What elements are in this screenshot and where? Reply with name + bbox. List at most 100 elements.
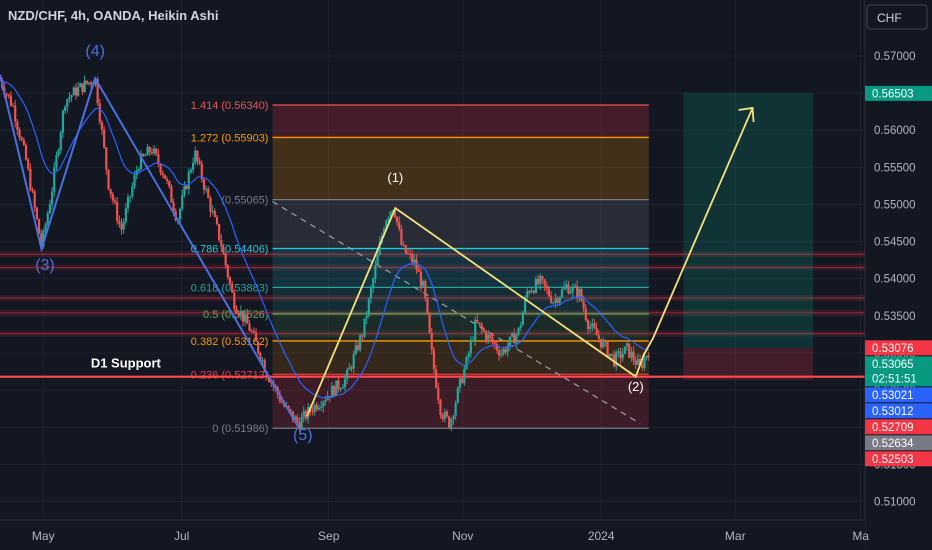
wave-label: (5) (293, 427, 313, 444)
candle-body (556, 298, 559, 303)
candle-body (502, 349, 505, 354)
candle-body (632, 351, 635, 361)
candle-body (85, 80, 88, 84)
elliott-waves[interactable]: (4) (3) (5) (1) (2) (0, 43, 755, 444)
candle-body (471, 340, 475, 342)
candle-body (213, 210, 216, 217)
fib-zone (272, 340, 649, 375)
price-tag-value: 0.56503 (872, 88, 914, 100)
candle-body (244, 314, 247, 322)
candle-body (454, 402, 457, 416)
candle-body (474, 319, 477, 341)
time-tick-label: 2024 (588, 529, 615, 543)
currency-label: CHF (877, 11, 902, 25)
candle-body (11, 105, 15, 107)
candle-body (103, 129, 106, 148)
candle-body (209, 197, 212, 212)
candle-body (363, 318, 366, 337)
candle-body (565, 284, 568, 288)
candle-body (391, 210, 394, 212)
candle-body (139, 154, 143, 170)
support-label: D1 Support (91, 356, 162, 371)
candle-body (239, 311, 242, 316)
price-axis[interactable]: 0.510000.515000.520000.525000.530000.535… (864, 0, 932, 550)
candle-body (638, 359, 642, 365)
candle-body (202, 179, 206, 190)
candle-body (337, 380, 340, 390)
candle-body (222, 247, 225, 254)
candle-body (608, 353, 611, 357)
candle-body (142, 154, 145, 156)
candle-body (534, 278, 538, 293)
candle-body (489, 334, 492, 338)
candle-body (376, 254, 379, 266)
candle-body (31, 190, 34, 192)
candle-body (98, 103, 101, 123)
candle-body (96, 79, 99, 104)
candle-body (224, 253, 227, 266)
candle-body (198, 161, 201, 164)
candle-body (450, 419, 453, 428)
candle-body (389, 211, 392, 218)
candle-body (200, 163, 203, 180)
candle-body (53, 167, 56, 192)
fib-level-label: 0.786 (0.54406) (191, 244, 269, 256)
candle-body (211, 210, 214, 212)
time-axis[interactable]: May Jul Sep Nov 2024 Mar Ma (0, 519, 869, 550)
candle-body (452, 415, 455, 420)
candle-body (393, 210, 396, 217)
candle-body (641, 364, 644, 368)
candle-body (150, 152, 153, 154)
wave-label: (4) (85, 43, 105, 60)
candle-body (298, 422, 301, 429)
projection-arrowhead (738, 106, 755, 123)
candle-body (504, 349, 507, 353)
candle-body (625, 343, 629, 347)
candle-body (72, 87, 75, 96)
candle-body (246, 314, 249, 324)
price-tag-countdown: 02:51:51 (872, 373, 917, 385)
candle-body (87, 82, 91, 84)
candle-body (183, 185, 186, 196)
long-position-tool[interactable] (683, 92, 814, 381)
candle-body (144, 155, 147, 157)
candle-body (619, 351, 622, 359)
currency-button[interactable]: CHF (866, 4, 928, 30)
candle-body (554, 298, 557, 303)
candle-body (163, 174, 166, 179)
candle-body (563, 287, 566, 290)
price-tick-label: 0.53500 (874, 311, 916, 323)
candle-body (645, 355, 648, 358)
candle-body (315, 404, 318, 410)
candle-body (157, 154, 160, 164)
candle-body (586, 319, 590, 329)
candle-body (536, 278, 540, 285)
currency-button-frame (866, 4, 928, 30)
candle-body (207, 188, 210, 198)
candle-body (576, 285, 579, 298)
candle-body (441, 414, 444, 420)
candle-body (647, 355, 650, 357)
candle-body (228, 277, 232, 284)
candle-body (406, 253, 410, 255)
candle-body (610, 353, 613, 355)
candle-body (29, 168, 32, 191)
candle-body (40, 233, 43, 247)
candle-body (487, 334, 490, 340)
candle-body (231, 283, 234, 293)
candle-body (192, 162, 195, 170)
candle-body (621, 354, 624, 359)
wave-path-blue (0, 74, 300, 428)
candle-body (424, 281, 427, 298)
fib-level-label: 0.236 (0.52713) (191, 369, 269, 381)
candle-body (448, 416, 451, 428)
candle-body (567, 284, 570, 294)
candle-body (550, 296, 553, 303)
candle-body (267, 376, 271, 383)
candle-body (432, 349, 436, 370)
candle-body (241, 311, 245, 322)
candle-body (159, 163, 162, 173)
support-line-group[interactable]: D1 Support (0, 356, 865, 378)
candle-body (378, 242, 381, 255)
